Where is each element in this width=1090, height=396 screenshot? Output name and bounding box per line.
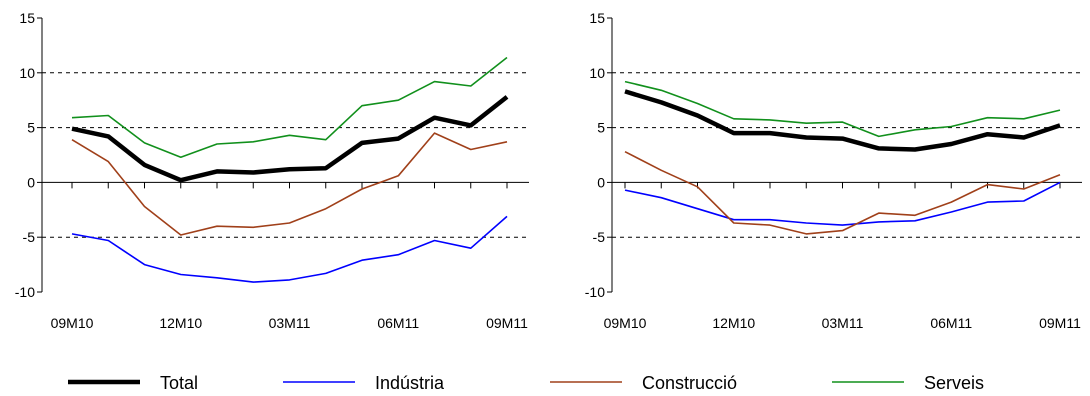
y-tick-label: -10 <box>585 284 605 300</box>
x-tick-label: 06M11 <box>930 315 972 331</box>
y-tick-label: 5 <box>27 120 35 136</box>
y-tick-label: -5 <box>593 229 606 245</box>
y-tick-label: 10 <box>589 65 605 81</box>
x-tick-label: 12M10 <box>159 315 202 331</box>
y-tick-label: -10 <box>15 284 35 300</box>
y-tick-label: 15 <box>19 10 35 26</box>
x-tick-label: 09M10 <box>51 315 94 331</box>
legend-label: Total <box>160 373 198 393</box>
x-tick-label: 12M10 <box>712 315 755 331</box>
legend-label: Serveis <box>924 373 984 393</box>
y-tick-label: 15 <box>589 10 605 26</box>
series-line-total <box>71 95 509 183</box>
y-tick-label: -5 <box>23 229 36 245</box>
series-line-total <box>624 89 1061 152</box>
series-line-construcció <box>624 150 1061 235</box>
x-tick-label: 09M11 <box>1039 315 1081 331</box>
x-tick-label: 06M11 <box>377 315 419 331</box>
x-tick-label: 09M11 <box>486 315 528 331</box>
series-line-construcció <box>71 132 508 236</box>
x-tick-label: 03M11 <box>822 315 864 331</box>
y-tick-label: 5 <box>597 120 605 136</box>
y-tick-label: 0 <box>597 174 605 190</box>
series-line-indústria <box>624 181 1061 226</box>
y-tick-label: 0 <box>27 174 35 190</box>
x-tick-label: 09M10 <box>604 315 647 331</box>
series-line-serveis <box>71 56 508 158</box>
series-line-serveis <box>624 80 1061 138</box>
legend-label: Construcció <box>642 373 737 393</box>
legend-label: Indústria <box>375 373 445 393</box>
x-tick-label: 03M11 <box>269 315 311 331</box>
y-tick-label: 10 <box>19 65 35 81</box>
series-line-indústria <box>71 215 508 283</box>
